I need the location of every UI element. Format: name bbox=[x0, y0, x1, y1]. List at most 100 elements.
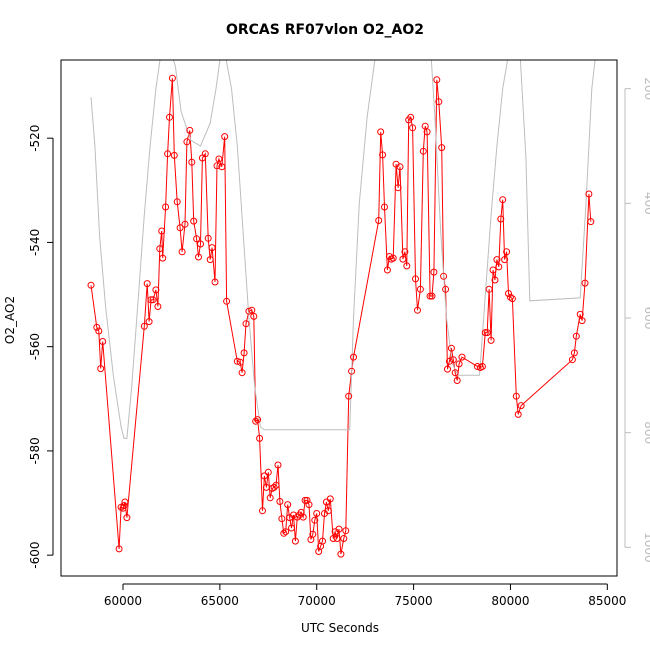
data-point bbox=[503, 248, 511, 256]
data-point bbox=[375, 217, 383, 224]
data-point bbox=[412, 275, 419, 283]
data-point bbox=[381, 203, 388, 211]
data-point bbox=[250, 312, 258, 320]
data-point bbox=[485, 285, 493, 293]
data-point bbox=[193, 235, 201, 243]
data-point bbox=[99, 338, 107, 345]
data-point bbox=[278, 515, 286, 523]
data-point bbox=[245, 307, 253, 315]
data-point bbox=[215, 155, 223, 163]
data-point bbox=[156, 245, 164, 253]
data-point bbox=[348, 367, 356, 375]
data-point bbox=[201, 150, 209, 158]
data-point bbox=[301, 496, 309, 504]
data-point bbox=[497, 215, 505, 223]
data-point bbox=[236, 358, 244, 366]
data-point bbox=[426, 292, 434, 300]
axes-layer: 60000 65000 70000 75000 80000 85000 -600 -580 -5… bbox=[28, 77, 650, 608]
data-point bbox=[572, 332, 580, 340]
data-point bbox=[444, 365, 451, 373]
data-point bbox=[260, 472, 268, 480]
data-point bbox=[152, 286, 160, 294]
y-tick-label: -600 bbox=[28, 542, 42, 569]
data-point bbox=[458, 353, 466, 361]
data-point bbox=[409, 124, 417, 132]
data-point bbox=[120, 502, 128, 510]
data-point bbox=[335, 525, 343, 533]
data-point bbox=[218, 163, 226, 171]
data-point bbox=[143, 280, 151, 288]
data-point bbox=[505, 290, 512, 297]
data-point bbox=[254, 416, 262, 424]
data-point bbox=[181, 220, 189, 228]
data-point bbox=[487, 336, 495, 344]
data-point bbox=[252, 417, 260, 425]
data-point bbox=[329, 535, 337, 542]
data-point bbox=[284, 501, 292, 509]
y2-tick-label: 400 bbox=[642, 192, 650, 215]
data-point bbox=[297, 508, 305, 516]
data-point bbox=[319, 537, 326, 545]
data-point bbox=[514, 410, 522, 418]
data-point bbox=[121, 498, 129, 506]
y2-tick-label: 200 bbox=[642, 77, 650, 100]
data-point bbox=[242, 320, 250, 328]
data-point bbox=[324, 507, 332, 515]
data-point bbox=[506, 293, 514, 301]
data-point bbox=[233, 357, 241, 365]
data-point bbox=[313, 510, 321, 517]
x-axis-label: UTC Seconds bbox=[301, 621, 379, 635]
data-point bbox=[266, 494, 274, 502]
data-point bbox=[270, 483, 278, 491]
data-point bbox=[183, 138, 191, 146]
data-point bbox=[195, 253, 202, 261]
x-tick-label: 65000 bbox=[201, 594, 239, 608]
data-point bbox=[309, 530, 317, 538]
data-point bbox=[449, 356, 457, 364]
primary-series-line bbox=[90, 78, 592, 555]
data-point bbox=[147, 296, 155, 304]
data-point bbox=[481, 329, 489, 337]
data-point bbox=[433, 76, 441, 84]
data-point bbox=[438, 144, 446, 152]
data-point bbox=[256, 434, 264, 442]
data-point bbox=[333, 535, 341, 542]
data-point bbox=[501, 256, 509, 264]
data-point bbox=[248, 306, 256, 314]
data-point bbox=[345, 392, 353, 400]
plot-layer bbox=[87, 60, 596, 558]
data-point bbox=[435, 98, 443, 106]
data-point bbox=[414, 306, 421, 314]
data-point bbox=[440, 272, 448, 280]
y-axis-label: O2_AO2 bbox=[3, 296, 17, 344]
data-point bbox=[453, 377, 461, 384]
data-point bbox=[512, 392, 520, 400]
data-point bbox=[162, 203, 170, 211]
y2-tick-label: 800 bbox=[642, 421, 650, 444]
data-point bbox=[350, 353, 357, 361]
data-point bbox=[288, 524, 295, 532]
data-point bbox=[576, 310, 584, 318]
data-point bbox=[401, 248, 409, 256]
data-point bbox=[570, 349, 578, 357]
data-point bbox=[489, 266, 497, 274]
data-point bbox=[493, 256, 501, 264]
data-point bbox=[240, 349, 248, 357]
data-point bbox=[478, 363, 486, 370]
data-point bbox=[264, 468, 272, 476]
data-point bbox=[164, 150, 172, 158]
y-tick-label: -560 bbox=[28, 333, 42, 360]
data-point bbox=[186, 126, 194, 134]
data-point bbox=[379, 151, 387, 159]
data-point bbox=[145, 318, 153, 326]
data-point bbox=[93, 323, 101, 331]
data-point bbox=[166, 113, 173, 121]
data-point bbox=[403, 262, 411, 270]
y-tick-label: -520 bbox=[28, 125, 42, 152]
data-point bbox=[499, 196, 507, 204]
data-point bbox=[280, 529, 288, 537]
data-point bbox=[474, 363, 481, 370]
data-point bbox=[274, 461, 282, 469]
